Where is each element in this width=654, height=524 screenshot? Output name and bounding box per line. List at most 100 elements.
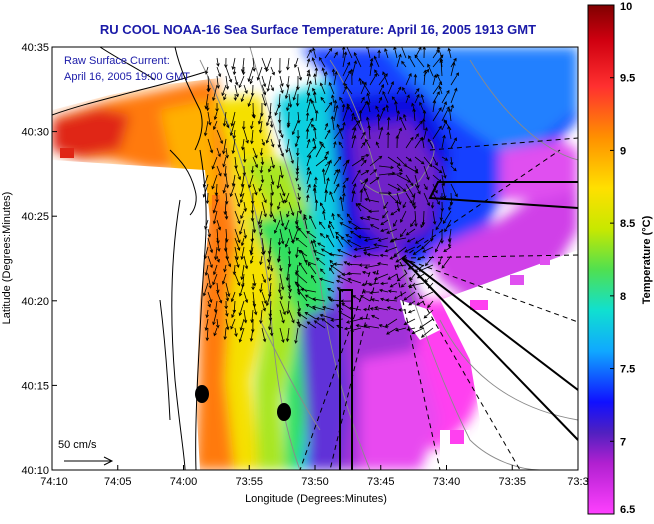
current-vector — [274, 102, 281, 116]
current-vector — [378, 106, 386, 122]
current-vector — [331, 68, 336, 77]
current-vector — [297, 66, 303, 81]
current-vector — [223, 93, 227, 101]
current-vector — [267, 255, 272, 271]
current-vector — [234, 327, 238, 338]
current-vector — [311, 305, 326, 311]
current-vector — [389, 255, 398, 260]
current-vector — [223, 165, 228, 177]
current-vector — [277, 237, 282, 246]
current-vector — [378, 96, 383, 104]
current-vector — [366, 116, 371, 131]
current-vector — [216, 255, 220, 263]
current-vector — [405, 94, 410, 104]
current-vector — [258, 183, 263, 192]
current-vector — [285, 264, 290, 282]
current-vector — [238, 282, 245, 297]
current-vector — [216, 237, 221, 252]
current-vector — [269, 120, 274, 129]
current-vector — [224, 210, 229, 220]
current-vector — [238, 327, 245, 343]
current-vector — [421, 118, 426, 131]
current-vector — [285, 327, 290, 343]
current-vector — [215, 102, 219, 113]
current-vector — [401, 47, 407, 59]
x-axis-label: Longitude (Degrees:Minutes) — [245, 493, 387, 505]
current-vector — [375, 105, 380, 113]
map-area: Raw Surface Current: April 16, 2005 19:0… — [52, 47, 578, 470]
current-vector — [295, 237, 308, 248]
current-vector — [229, 183, 236, 198]
current-vector — [450, 137, 457, 149]
current-vector — [249, 75, 254, 85]
current-vector — [295, 147, 300, 157]
current-vector — [441, 134, 446, 149]
current-vector — [393, 47, 398, 59]
current-vector — [389, 282, 398, 288]
current-vector — [294, 272, 308, 284]
current-vector — [378, 165, 395, 170]
current-vector — [396, 110, 400, 122]
current-vector — [296, 129, 300, 140]
current-vector — [351, 157, 365, 167]
current-vector — [294, 327, 299, 344]
current-vector — [212, 273, 218, 286]
current-vector — [358, 263, 371, 267]
current-vector — [340, 236, 353, 248]
current-vector — [422, 246, 434, 253]
current-vector — [366, 101, 371, 113]
current-vector — [326, 234, 335, 248]
current-vector — [390, 237, 407, 243]
current-vector — [449, 156, 454, 166]
current-vector — [297, 192, 301, 201]
current-vector — [260, 156, 265, 166]
x-tick-label: 73:45 — [367, 476, 395, 488]
current-vector — [270, 84, 275, 92]
current-vector — [405, 72, 412, 86]
current-vector — [234, 246, 239, 261]
current-vector — [295, 219, 300, 230]
current-vector — [225, 318, 230, 331]
current-vector — [261, 93, 267, 107]
legend-line-1: Raw Surface Current: — [64, 55, 170, 67]
current-vector — [202, 174, 209, 188]
current-vector — [286, 120, 291, 129]
current-vector — [405, 174, 414, 187]
current-vector — [211, 174, 218, 190]
current-vector — [324, 47, 333, 59]
current-vector — [206, 84, 211, 93]
current-vector — [243, 129, 249, 144]
coastline — [52, 47, 207, 470]
current-vector — [261, 300, 266, 312]
current-vector — [343, 82, 353, 95]
current-vector — [361, 270, 371, 275]
current-vector — [386, 228, 398, 234]
current-vector — [277, 255, 281, 263]
current-vector — [287, 291, 292, 300]
current-vector — [306, 154, 312, 167]
current-vector — [243, 201, 247, 212]
current-vector — [207, 300, 211, 308]
current-vector — [213, 327, 218, 337]
current-vector — [312, 239, 317, 248]
current-vector — [207, 291, 213, 303]
current-vector — [241, 120, 246, 131]
current-vector — [414, 156, 425, 165]
current-vector — [432, 74, 437, 86]
current-vector — [239, 192, 245, 204]
current-vector — [279, 129, 284, 139]
current-vector — [400, 210, 407, 223]
current-vector — [400, 282, 407, 288]
current-vector — [443, 246, 452, 253]
current-vector — [355, 202, 362, 212]
current-vector — [327, 224, 335, 239]
current-vector — [369, 307, 380, 311]
current-vector — [369, 155, 383, 167]
current-vector — [395, 134, 399, 149]
current-vector — [213, 111, 218, 121]
current-vector — [360, 159, 367, 167]
current-vector — [296, 321, 308, 329]
current-vector — [371, 314, 380, 320]
current-vector — [231, 57, 236, 71]
